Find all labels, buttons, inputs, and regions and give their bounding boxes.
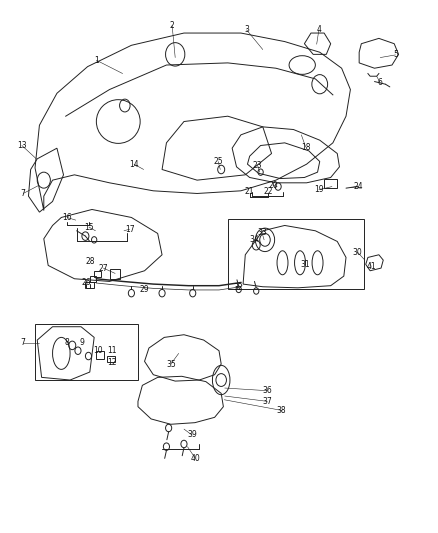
Text: 41: 41 xyxy=(367,262,376,271)
Text: 15: 15 xyxy=(84,223,94,231)
Text: 37: 37 xyxy=(262,397,272,406)
Bar xyxy=(85,282,94,288)
Bar xyxy=(94,271,101,277)
Bar xyxy=(96,351,104,359)
Text: 36: 36 xyxy=(262,386,272,395)
Text: 4: 4 xyxy=(316,26,321,34)
Text: 28: 28 xyxy=(85,257,95,265)
Text: 35: 35 xyxy=(166,360,176,368)
Bar xyxy=(228,219,364,289)
Text: 39: 39 xyxy=(187,431,197,439)
Text: 3: 3 xyxy=(244,26,249,34)
Text: 8: 8 xyxy=(64,338,69,347)
Text: 21: 21 xyxy=(245,188,254,196)
Text: 19: 19 xyxy=(314,185,324,194)
Bar xyxy=(107,356,115,362)
Text: 33: 33 xyxy=(257,228,267,237)
Text: 17: 17 xyxy=(125,225,134,233)
Text: 14: 14 xyxy=(129,160,139,168)
Text: 10: 10 xyxy=(93,346,102,355)
Text: 1: 1 xyxy=(94,56,99,64)
Text: 2: 2 xyxy=(170,21,174,30)
Text: 7: 7 xyxy=(21,189,26,198)
Text: 23: 23 xyxy=(253,161,262,169)
Text: 34: 34 xyxy=(249,236,259,244)
Bar xyxy=(110,269,120,279)
Text: 12: 12 xyxy=(107,358,117,367)
Bar xyxy=(35,324,138,380)
Text: 32: 32 xyxy=(233,284,243,292)
Bar xyxy=(324,179,337,188)
Text: 18: 18 xyxy=(301,143,311,151)
Text: 26: 26 xyxy=(81,278,91,287)
Text: 25: 25 xyxy=(213,157,223,166)
Text: 31: 31 xyxy=(300,260,310,269)
Text: 6: 6 xyxy=(378,78,383,87)
Text: 30: 30 xyxy=(353,248,362,256)
Text: 9: 9 xyxy=(80,338,85,347)
Text: 29: 29 xyxy=(140,285,149,294)
Bar xyxy=(90,276,96,282)
Text: 7: 7 xyxy=(21,338,26,347)
Text: 38: 38 xyxy=(277,406,286,415)
Text: 5: 5 xyxy=(393,51,398,59)
Text: 24: 24 xyxy=(353,182,363,191)
Text: 11: 11 xyxy=(107,346,117,355)
Text: 40: 40 xyxy=(191,454,200,463)
Text: 13: 13 xyxy=(17,141,27,150)
Text: 27: 27 xyxy=(99,264,108,272)
Text: 20: 20 xyxy=(268,181,278,190)
Text: 16: 16 xyxy=(62,213,72,222)
Text: 22: 22 xyxy=(264,188,273,196)
